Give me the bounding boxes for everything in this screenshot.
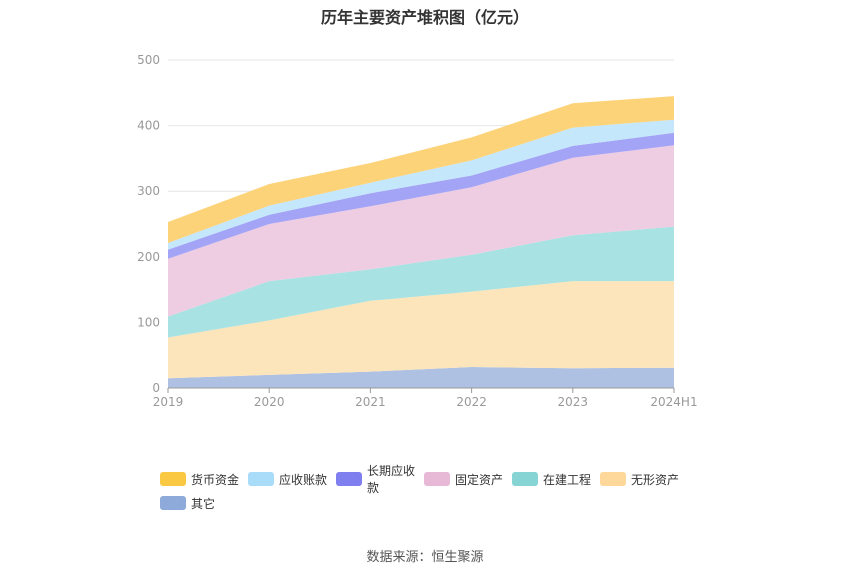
stacked-area-chart: 0 100 200 300 400 500 2019 2020 2021 2022 2023 2024… xyxy=(137,53,698,409)
y-tick-label: 200 xyxy=(137,250,160,264)
y-tick-label: 500 xyxy=(137,53,160,67)
axes: 0 100 200 300 400 500 2019 2020 2021 2022 2023 2024… xyxy=(137,53,698,409)
area-series-3 xyxy=(168,145,674,317)
legend-item[interactable]: 其它 xyxy=(160,496,248,511)
area-series-1 xyxy=(168,281,674,379)
area-series-6 xyxy=(168,96,674,243)
x-tick-label: 2024H1 xyxy=(650,395,697,409)
chart-title: 历年主要资产堆积图（亿元） xyxy=(320,8,529,27)
legend-item[interactable]: 长期应收款 xyxy=(336,464,424,495)
legend-item[interactable]: 货币资金 xyxy=(160,472,248,487)
data-source-note: 数据来源：恒生聚源 xyxy=(366,550,484,565)
legend-label: 应收账款 xyxy=(279,472,328,487)
legend-swatch xyxy=(336,472,362,486)
legend-label: 无形资产 xyxy=(631,472,680,487)
y-tick-label: 0 xyxy=(152,381,160,395)
legend-swatch xyxy=(248,472,274,486)
legend-item[interactable]: 无形资产 xyxy=(600,472,688,487)
x-tick-label: 2022 xyxy=(456,395,487,409)
legend-swatch xyxy=(160,496,186,510)
x-tick-label: 2023 xyxy=(558,395,589,409)
legend-swatch xyxy=(160,472,186,486)
y-tick-label: 400 xyxy=(137,119,160,133)
y-tick-label: 100 xyxy=(137,315,160,329)
legend-label: 长期应收款 xyxy=(367,464,416,495)
area-series-4 xyxy=(168,132,674,259)
legend-label: 固定资产 xyxy=(455,472,504,487)
legend-label: 其它 xyxy=(191,496,216,511)
area-series-0 xyxy=(168,367,674,388)
chart-legend: 货币资金 应收账款 长期应收款 固定资产 在建工程 无形资产其它 xyxy=(160,464,720,511)
legend-item[interactable]: 在建工程 xyxy=(512,472,600,487)
x-tick-label: 2019 xyxy=(153,395,184,409)
legend-swatch xyxy=(512,472,538,486)
legend-swatch xyxy=(424,472,450,486)
legend-label: 货币资金 xyxy=(191,472,240,487)
x-tick-label: 2020 xyxy=(254,395,285,409)
area-series-2 xyxy=(168,226,674,338)
y-tick-label: 300 xyxy=(137,184,160,198)
legend-swatch xyxy=(600,472,626,486)
legend-item[interactable]: 固定资产 xyxy=(424,472,512,487)
area-series-5 xyxy=(168,119,674,250)
legend-label: 在建工程 xyxy=(543,472,592,487)
legend-item[interactable]: 应收账款 xyxy=(248,472,336,487)
area-series-group xyxy=(168,96,674,388)
x-tick-label: 2021 xyxy=(355,395,386,409)
